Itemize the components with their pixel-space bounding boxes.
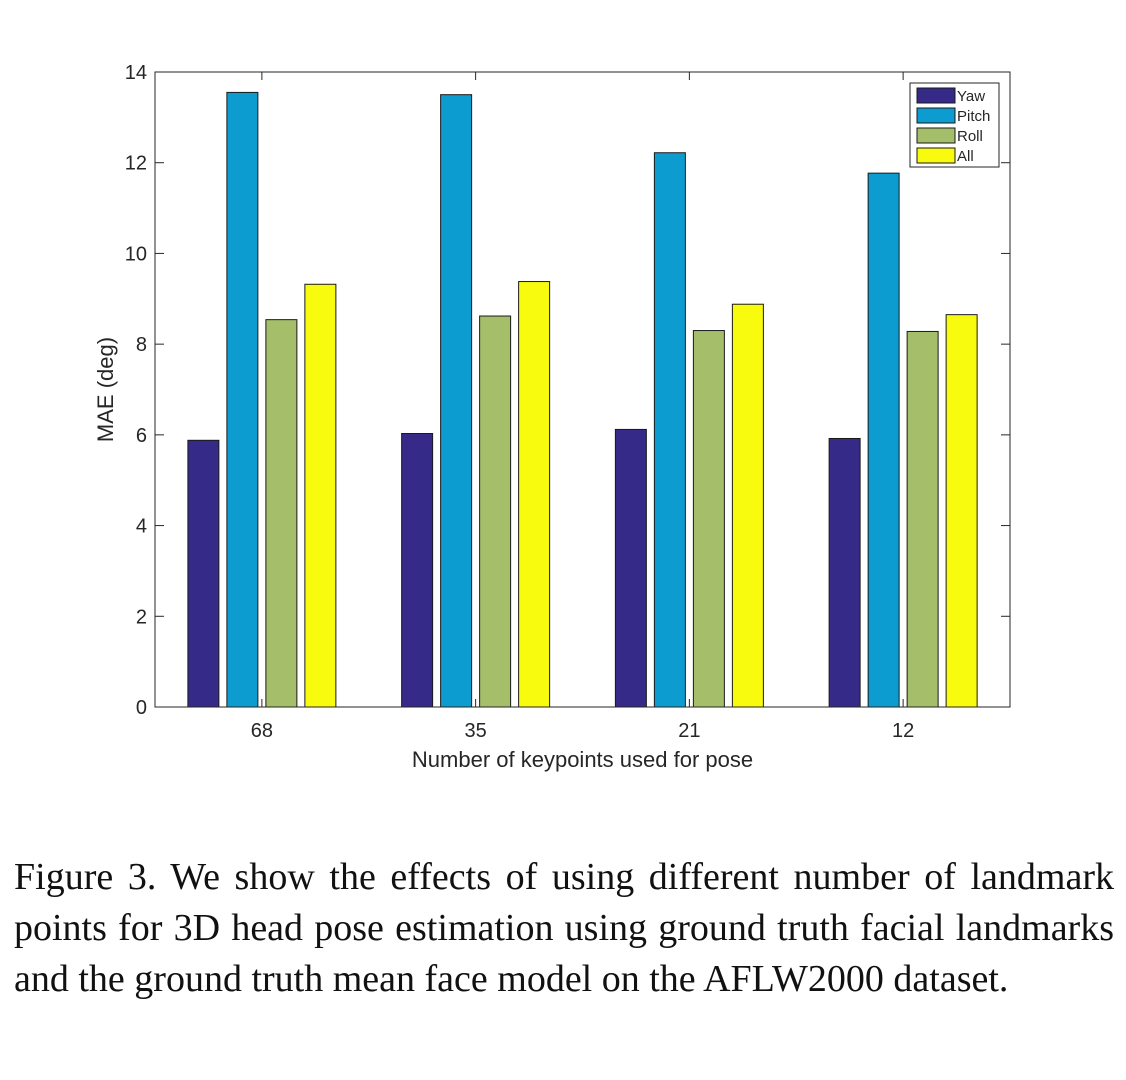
x-tick-label: 21 — [678, 720, 700, 742]
bar-pitch-68 — [226, 91, 259, 708]
x-tick-label: 35 — [465, 720, 487, 742]
legend-label-yaw: Yaw — [957, 88, 985, 105]
ticks-layer — [155, 71, 1010, 708]
legend-label-all: All — [957, 148, 974, 165]
plot-frame — [154, 71, 1011, 708]
bar-yaw-68 — [187, 439, 220, 708]
y-tick-label: 8 — [136, 334, 147, 356]
figure-caption: Figure 3. We show the effects of using d… — [14, 856, 1114, 1000]
bar-roll-21 — [692, 330, 725, 708]
legend: Yaw Pitch Roll All — [909, 82, 1000, 168]
legend-swatch-roll — [916, 127, 956, 144]
y-tick-label: 14 — [125, 62, 147, 84]
y-tick-label: 10 — [125, 243, 147, 265]
bar-yaw-35 — [401, 432, 434, 708]
x-axis-label: Number of keypoints used for pose — [412, 747, 753, 772]
y-tick-label: 12 — [125, 153, 147, 175]
legend-label-pitch: Pitch — [957, 108, 990, 125]
bar-pitch-12 — [867, 172, 900, 708]
legend-swatch-yaw — [916, 87, 956, 104]
bar-roll-68 — [265, 319, 298, 708]
x-tick-label: 68 — [251, 720, 273, 742]
y-tick-label: 4 — [136, 516, 147, 538]
x-tick-label: 12 — [892, 720, 914, 742]
y-tick-label: 6 — [136, 425, 147, 447]
bar-roll-35 — [479, 315, 512, 708]
y-tick-label: 0 — [136, 697, 147, 719]
legend-label-roll: Roll — [957, 128, 983, 145]
bars-layer — [187, 91, 978, 708]
bar-yaw-21 — [614, 428, 647, 708]
bar-pitch-21 — [653, 152, 686, 708]
bar-all-68 — [304, 283, 337, 708]
bar-all-21 — [731, 303, 764, 708]
y-axis-label: MAE (deg) — [93, 337, 118, 442]
bar-all-35 — [518, 281, 551, 708]
legend-swatch-pitch — [916, 107, 956, 124]
legend-swatch-all — [916, 147, 956, 164]
bar-pitch-35 — [440, 94, 473, 708]
bar-all-12 — [945, 314, 978, 708]
y-tick-label: 2 — [136, 606, 147, 628]
bar-roll-12 — [906, 330, 939, 708]
bar-yaw-12 — [828, 437, 861, 708]
